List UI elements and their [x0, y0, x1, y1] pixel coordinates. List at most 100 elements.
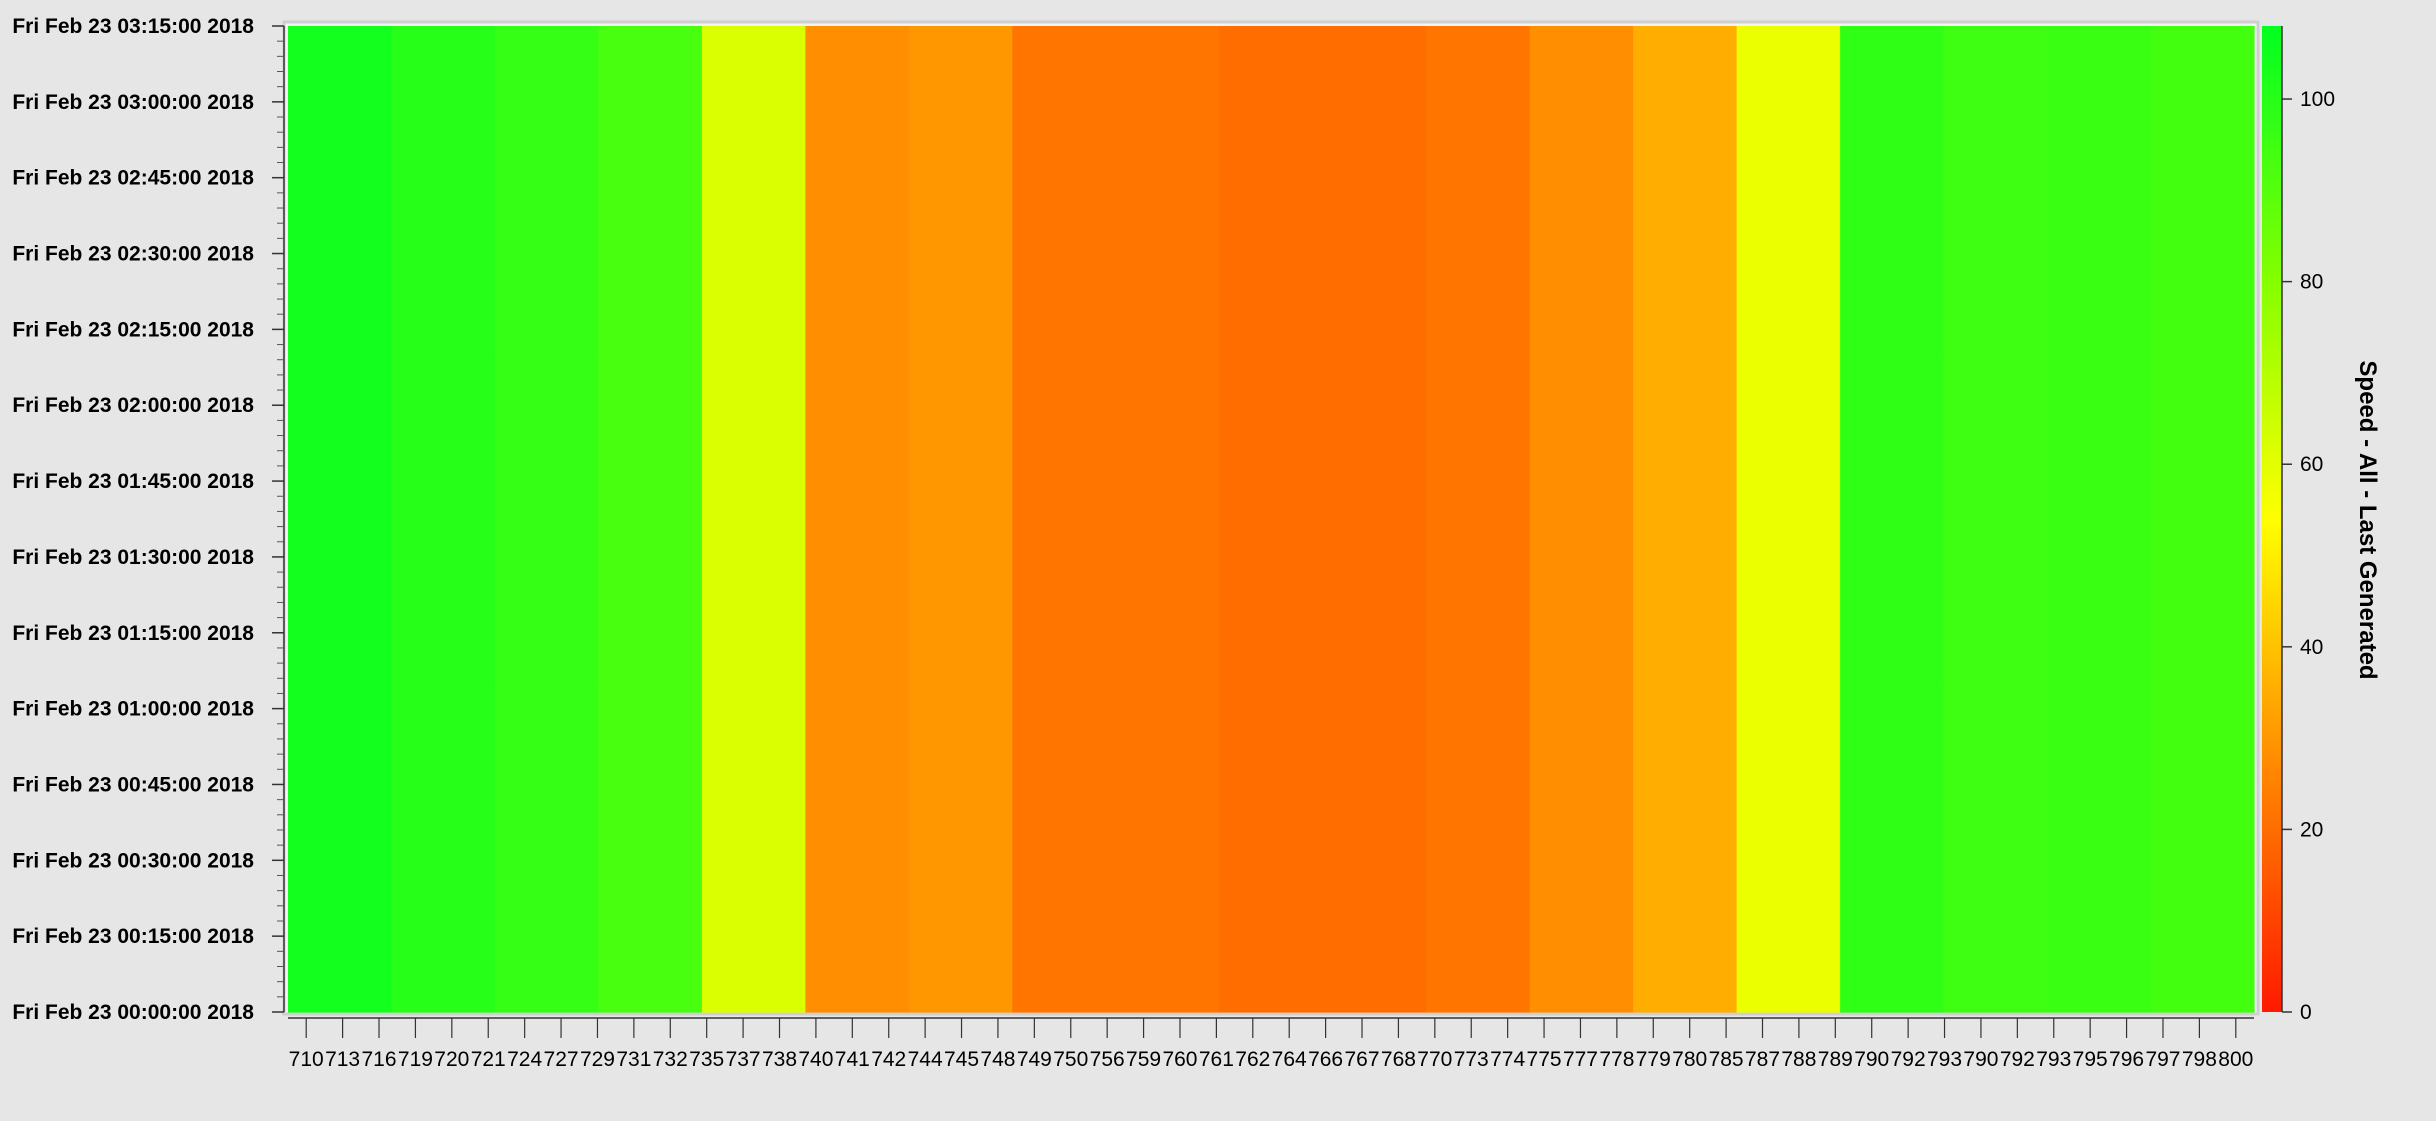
x-tick-label: 745	[944, 1048, 979, 1071]
heatmap-cell	[1219, 683, 1324, 1013]
x-tick-label: 793	[2036, 1048, 2071, 1071]
y-tick-label: Fri Feb 23 02:00:00 2018	[12, 394, 254, 417]
x-tick-label: 774	[1490, 1048, 1525, 1071]
x-tick-label: 716	[361, 1048, 396, 1071]
heatmap-cell	[1012, 354, 1117, 684]
heatmap-cell	[908, 26, 1013, 356]
y-tick-label: Fri Feb 23 02:45:00 2018	[12, 167, 254, 190]
heatmap-cell	[1840, 354, 1945, 684]
x-tick-label: 737	[726, 1048, 761, 1071]
heatmap-cell	[1426, 26, 1531, 356]
heatmap-cell	[1219, 26, 1324, 356]
heatmap-cell	[2150, 354, 2255, 684]
x-tick-label: 795	[2073, 1048, 2108, 1071]
heatmap-cell	[2047, 683, 2152, 1013]
x-tick-label: 721	[471, 1048, 506, 1071]
heatmap-cell	[1736, 26, 1841, 356]
x-tick-label: 719	[398, 1048, 433, 1071]
x-tick-label: 732	[653, 1048, 688, 1071]
heatmap-cell	[1840, 26, 1945, 356]
x-tick-label: 792	[1891, 1048, 1926, 1071]
x-tick-label: 741	[835, 1048, 870, 1071]
colorbar-tick-label: 20	[2300, 818, 2323, 841]
heatmap-cell	[288, 683, 393, 1013]
heatmap-cell	[2150, 683, 2255, 1013]
heatmap-cell	[1633, 683, 1738, 1013]
heatmap-cell	[1633, 354, 1738, 684]
x-tick-label: 800	[2218, 1048, 2253, 1071]
heatmap-cell	[2047, 26, 2152, 356]
heatmap-cell	[1840, 683, 1945, 1013]
colorbar-tick-label: 40	[2300, 636, 2323, 659]
x-tick-label: 724	[507, 1048, 542, 1071]
y-axis: Fri Feb 23 00:00:00 2018 Fri Feb 23 00:15…	[12, 15, 285, 1024]
heatmap-cell	[494, 683, 600, 1013]
y-tick-label: Fri Feb 23 00:45:00 2018	[12, 773, 254, 796]
x-tick-label: 789	[1818, 1048, 1853, 1071]
heatmap-cell	[1012, 26, 1117, 356]
x-tick-label: 785	[1709, 1048, 1744, 1071]
heatmap-cell	[1322, 683, 1427, 1013]
heatmap-cell	[1219, 354, 1324, 684]
x-tick-label: 713	[325, 1048, 360, 1071]
colorbar-tick-label: 60	[2300, 453, 2323, 476]
y-tick-label: Fri Feb 23 01:45:00 2018	[12, 470, 254, 493]
heatmap-cell	[1943, 683, 2048, 1013]
x-tick-label: 742	[871, 1048, 906, 1071]
heatmap-cell	[1322, 354, 1427, 684]
heatmap-cell	[391, 354, 496, 684]
x-tick-label: 738	[762, 1048, 797, 1071]
heatmap-cell	[598, 354, 703, 684]
heatmap-cell	[1115, 26, 1220, 356]
y-tick-label: Fri Feb 23 00:15:00 2018	[12, 925, 254, 948]
heatmap-cell	[1529, 26, 1634, 356]
x-tick-label: 744	[908, 1048, 943, 1071]
y-tick-label: Fri Feb 23 00:00:00 2018	[12, 1001, 254, 1024]
heatmap-cell	[908, 354, 1013, 684]
x-tick-label: 779	[1636, 1048, 1671, 1071]
colorbar-tick-label: 0	[2300, 1001, 2312, 1024]
heatmap-cell	[1012, 683, 1117, 1013]
x-tick-label: 787	[1745, 1048, 1780, 1071]
x-tick-label: 792	[2000, 1048, 2035, 1071]
x-tick-label: 735	[689, 1048, 724, 1071]
heatmap-cell	[701, 354, 806, 684]
x-tick-label: 790	[1963, 1048, 1998, 1071]
heatmap-cell	[701, 683, 806, 1013]
heatmap-cell	[1426, 683, 1531, 1013]
y-tick-label: Fri Feb 23 03:00:00 2018	[12, 91, 254, 114]
heatmap-cell	[805, 683, 910, 1013]
x-tick-label: 797	[2145, 1048, 2180, 1071]
heatmap-cell	[1943, 354, 2048, 684]
heatmap-cell	[1115, 354, 1220, 684]
heatmap-cell	[494, 354, 600, 684]
heatmap-cells	[288, 26, 2255, 1013]
x-tick-label: 767	[1344, 1048, 1379, 1071]
x-tick-label: 731	[616, 1048, 651, 1071]
heatmap-cell	[1943, 26, 2048, 356]
x-tick-label: 778	[1599, 1048, 1634, 1071]
heatmap-cell	[1633, 26, 1738, 356]
y-tick-label: Fri Feb 23 03:15:00 2018	[12, 15, 254, 38]
x-tick-label: 748	[980, 1048, 1015, 1071]
colorbar-gradient	[2262, 26, 2282, 1012]
x-tick-label: 760	[1162, 1048, 1197, 1071]
x-tick-label: 749	[1017, 1048, 1052, 1071]
heatmap-cell	[598, 26, 703, 356]
x-tick-label: 773	[1454, 1048, 1489, 1071]
x-tick-label: 764	[1272, 1048, 1307, 1071]
colorbar-title: Speed - All - Last Generated	[2354, 360, 2381, 679]
y-tick-label: Fri Feb 23 00:30:00 2018	[12, 849, 254, 872]
x-tick-label: 720	[434, 1048, 469, 1071]
x-tick-label: 750	[1053, 1048, 1088, 1071]
heatmap-cell	[701, 26, 806, 356]
y-tick-label: Fri Feb 23 01:15:00 2018	[12, 622, 254, 645]
heatmap-cell	[288, 26, 393, 356]
heatmap-cell	[1736, 683, 1841, 1013]
x-tick-label: 756	[1090, 1048, 1125, 1071]
x-tick-label: 727	[544, 1048, 579, 1071]
x-tick-label: 793	[1927, 1048, 1962, 1071]
heatmap-cell	[805, 354, 910, 684]
